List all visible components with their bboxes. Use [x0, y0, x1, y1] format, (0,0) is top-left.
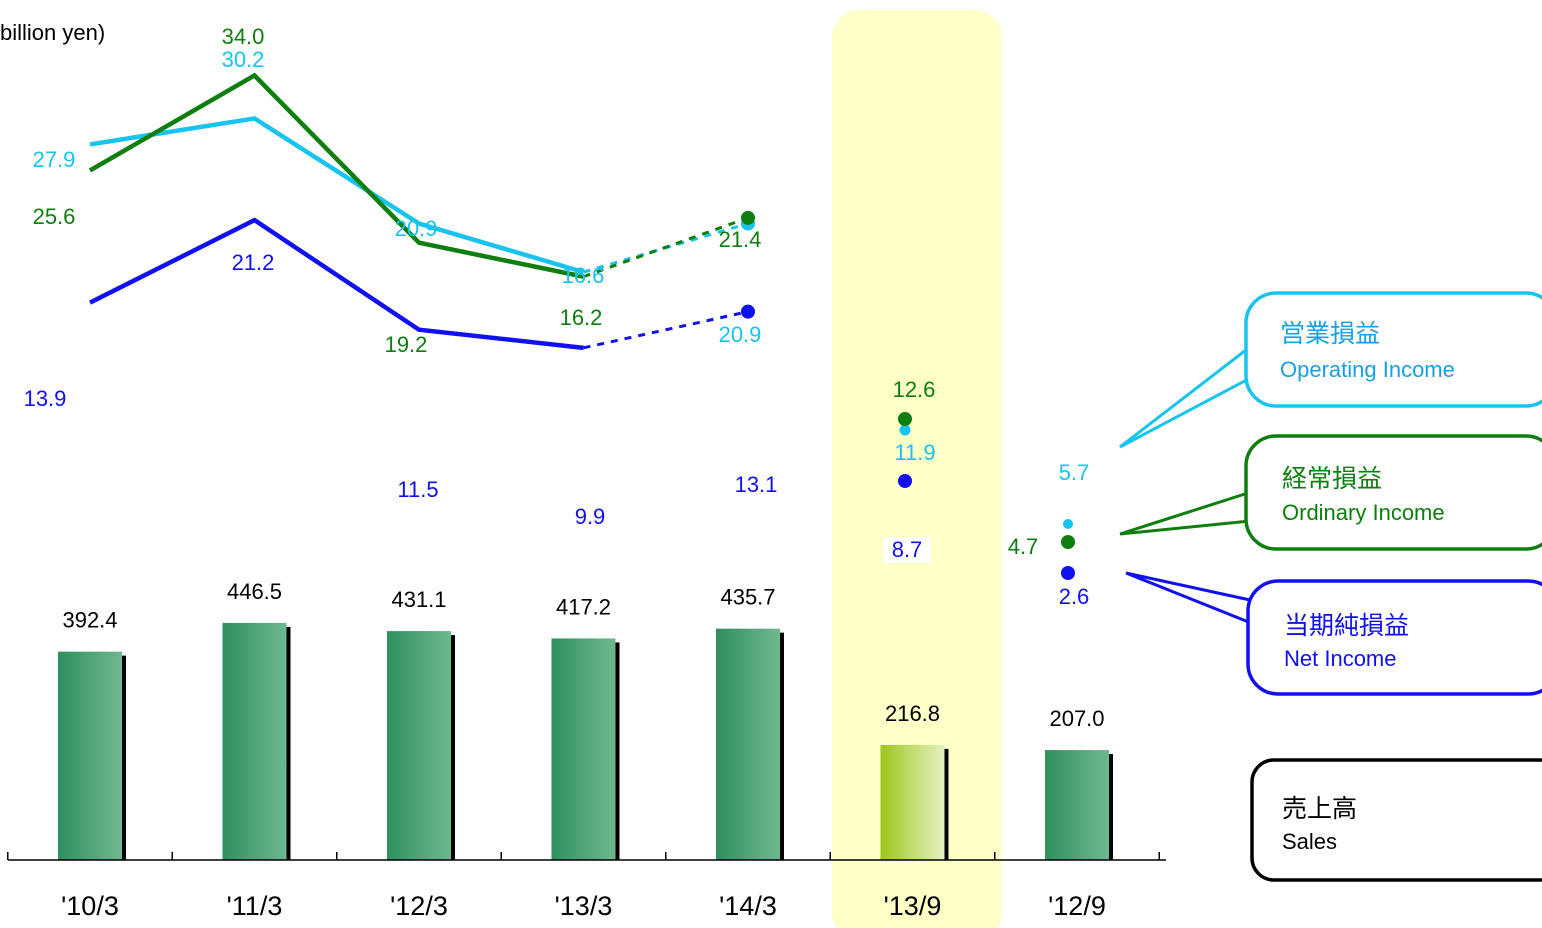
legend-net-jp: 当期純損益: [1284, 612, 1409, 640]
label-backdrop: [883, 537, 931, 563]
sales-value-label: 392.4: [62, 608, 117, 633]
value-label-operating: 27.9: [33, 147, 76, 172]
value-label-ordinary: 16.2: [560, 305, 603, 330]
value-label-net: 13.9: [24, 386, 67, 411]
point-net: [1061, 566, 1075, 580]
legend-ordinary: 経常損益 Ordinary Income: [1119, 434, 1542, 551]
line-ordinary: [88, 72, 584, 279]
legend-ordinary-en: Ordinary Income: [1282, 500, 1445, 525]
legend-sales-en: Sales: [1282, 829, 1337, 854]
x-tick-label: '13/9: [884, 891, 942, 921]
legend-ordinary-box: [1244, 434, 1542, 551]
value-label-net: 21.2: [232, 250, 275, 275]
value-label-operating: 11.9: [894, 440, 935, 465]
x-tick-label: '14/3: [719, 891, 777, 921]
value-label-operating: 16.6: [562, 263, 605, 288]
legend-operating-pointer: [1119, 318, 1248, 449]
x-tick-label: '12/3: [390, 891, 448, 921]
sales-bar: [716, 628, 780, 860]
value-label-operating: 20.9: [719, 322, 762, 347]
x-axis-ticks: '10/3 '11/3 '12/3 '13/3 '14/3 '13/9 '12/9: [7, 852, 1160, 921]
legend-ordinary-pointer: [1119, 491, 1261, 536]
sales-bar: [551, 638, 616, 860]
x-tick-label: '12/9: [1048, 891, 1106, 921]
legend-net-box: [1246, 579, 1542, 696]
x-tick-label: '13/3: [555, 891, 613, 921]
sales-value-label: 446.5: [227, 579, 282, 604]
sales-value-label: 207.0: [1049, 706, 1104, 731]
legend-sales-jp: 売上高: [1282, 795, 1357, 823]
unit-label: billion yen): [0, 20, 105, 45]
sales-bar: [387, 631, 451, 860]
legend-ordinary-jp: 経常損益: [1282, 465, 1382, 493]
legend-operating: 営業損益 Operating Income: [1119, 291, 1542, 449]
sales-bar: [1045, 750, 1109, 860]
legend-operating-jp: 営業損益: [1280, 320, 1380, 348]
line-operating: [89, 116, 585, 275]
value-label-net: 9.9: [575, 504, 606, 529]
legend-net: 当期純損益 Net Income: [1125, 571, 1542, 696]
sales-bar: [222, 622, 287, 860]
legend-sales: 売上高 Sales: [1250, 758, 1542, 882]
sales-bar: [880, 744, 945, 860]
point-ordinary: [1061, 535, 1075, 549]
sales-bars: 392.4 446.5 431.1 417.2 435.7 216.8 207.0: [58, 579, 1113, 860]
income-value-labels: 27.9 30.2 20.9 16.6 20.9 11.9 5.7 25.6 34.0 19.2 1…: [24, 24, 1090, 609]
legend-net-en: Net Income: [1284, 646, 1397, 671]
point-net: [898, 474, 912, 488]
value-label-ordinary: 34.0: [222, 24, 265, 49]
point-operating: [899, 424, 911, 436]
value-label-net: 11.5: [397, 477, 438, 502]
highlight-band: [832, 10, 1002, 928]
sales-value-label: 216.8: [885, 701, 940, 726]
value-label-ordinary: 4.7: [1008, 534, 1039, 559]
legend-operating-box: [1244, 291, 1542, 408]
value-label-operating: 5.7: [1059, 460, 1090, 485]
value-label-ordinary: 19.2: [385, 332, 428, 357]
point-ordinary: [741, 210, 755, 225]
value-label-ordinary: 12.6: [893, 377, 936, 402]
value-label-net: 13.1: [735, 472, 778, 497]
value-label-ordinary: 25.6: [33, 204, 76, 229]
sales-value-label: 417.2: [556, 594, 611, 619]
value-label-operating: 20.9: [395, 216, 438, 241]
sales-value-label: 431.1: [391, 587, 446, 612]
legend-sales-box: [1250, 758, 1542, 882]
legend-operating-pointer-2: [1119, 373, 1257, 449]
value-label-ordinary: 21.4: [719, 227, 762, 252]
point-net: [741, 304, 755, 319]
x-tick-label: '11/3: [227, 891, 283, 921]
income-lines: [88, 72, 749, 351]
sales-bar: [58, 651, 122, 860]
forecast-line-ordinary: [582, 216, 749, 279]
value-label-net: 8.7: [892, 537, 923, 562]
value-label-net: 2.6: [1059, 584, 1090, 609]
legend-net-pointer: [1125, 571, 1257, 627]
income-points: [741, 210, 1075, 580]
point-operating: [1063, 519, 1073, 529]
forecast-line-net: [583, 310, 749, 350]
point-ordinary: [898, 412, 912, 426]
line-net: [88, 217, 584, 351]
sales-value-label: 435.7: [720, 585, 775, 610]
x-tick-label: '10/3: [61, 891, 119, 921]
value-label-operating: 30.2: [222, 47, 265, 72]
legend-operating-en: Operating Income: [1280, 357, 1455, 382]
